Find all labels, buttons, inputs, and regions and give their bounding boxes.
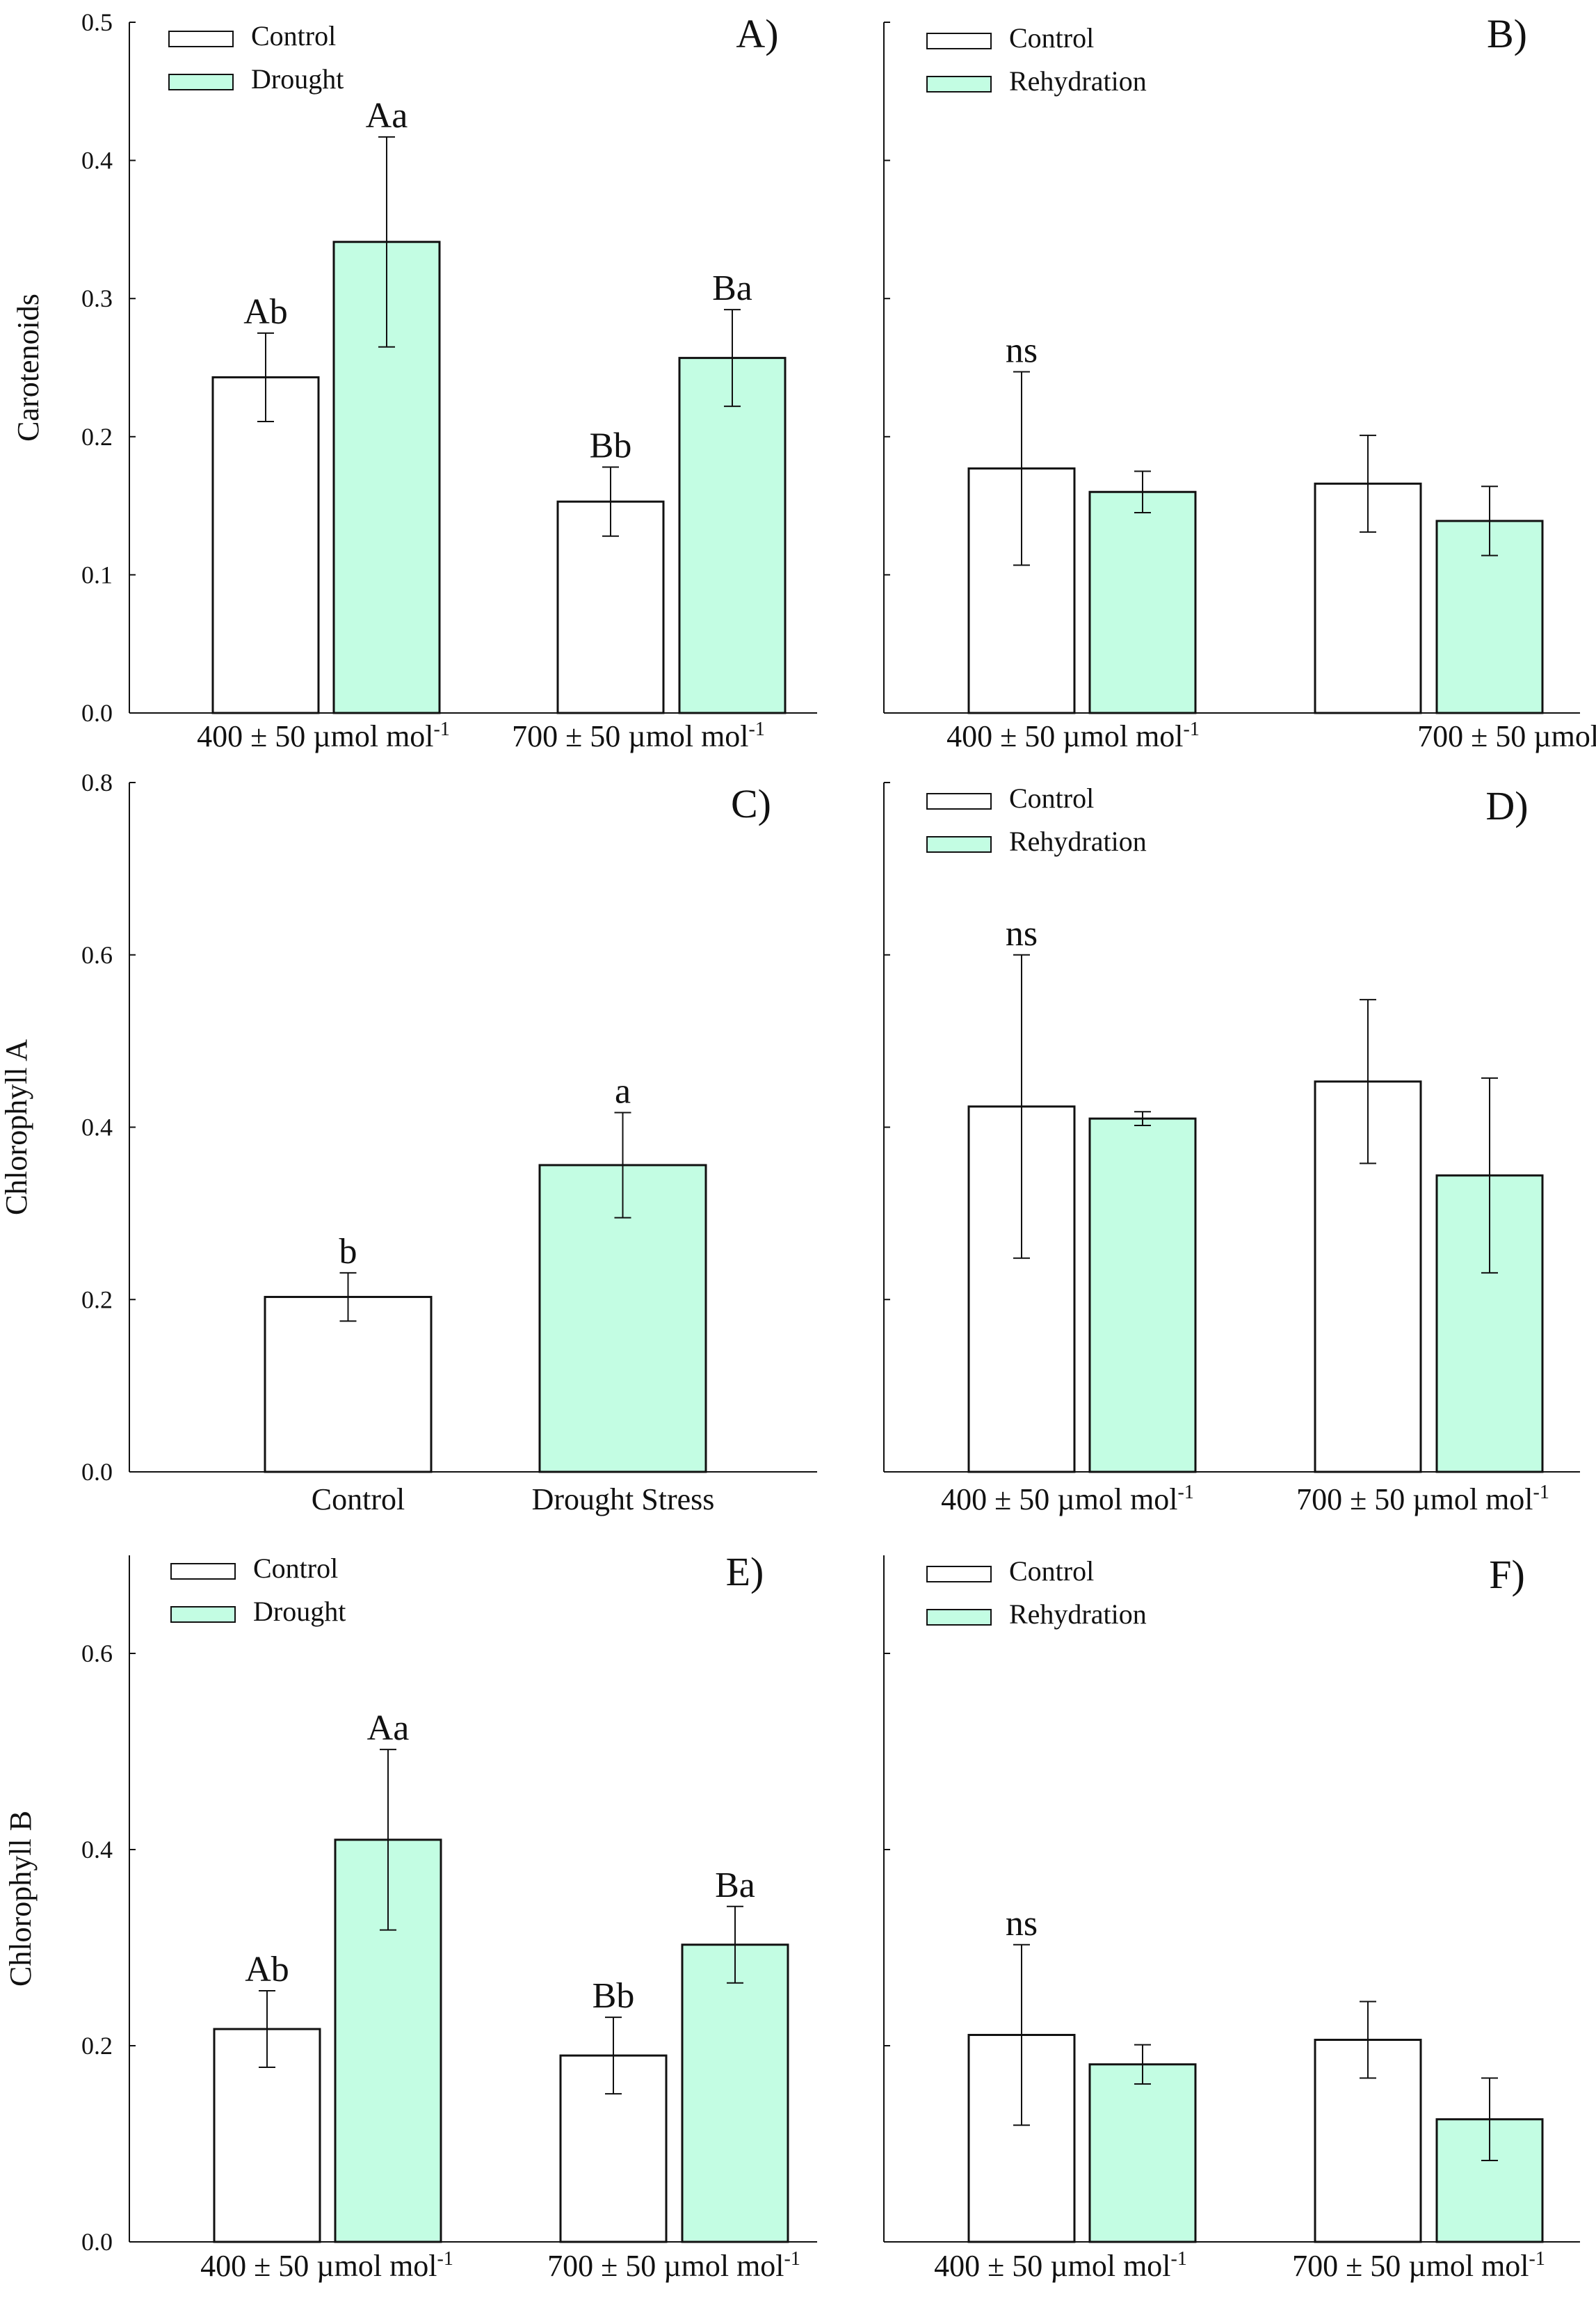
category-label-c: Control bbox=[312, 1482, 405, 1516]
significance-label-e: Aa bbox=[367, 1708, 410, 1748]
legend-swatch-e bbox=[170, 1606, 236, 1623]
y-axis-title-c: Chlorophyll A bbox=[0, 1039, 33, 1215]
legend-label-a: Drought bbox=[251, 63, 344, 95]
legend-label-e: Drought bbox=[253, 1596, 346, 1627]
significance-label-a: Ab bbox=[243, 292, 288, 332]
significance-label-a: Ba bbox=[712, 268, 752, 308]
panel-c: 0.0 0.2 0.4 0.6 0.8 Chlorophyll A C) b a Control D… bbox=[0, 769, 817, 1516]
panel-label-c: C) bbox=[731, 781, 771, 826]
y-tick-label-e: 0.0 bbox=[81, 2228, 113, 2256]
legend-label-f: Rehydration bbox=[1009, 1598, 1147, 1630]
category-label-e: 400 ± 50 µmol mol-1 bbox=[200, 2248, 453, 2283]
panel-b: B) ns 400 ± 50 µmol mol-1 700 ± 50 µmol mol… bbox=[883, 11, 1596, 753]
y-axis-title-e: Chlorophyll B bbox=[3, 1811, 38, 1987]
legend-swatch-f bbox=[926, 1566, 992, 1582]
y-tick-label-c: 0.2 bbox=[81, 1285, 113, 1313]
panel-label-a: A) bbox=[736, 11, 778, 56]
significance-label-a: Aa bbox=[366, 96, 408, 136]
panel-label-f: F) bbox=[1489, 1552, 1525, 1597]
y-tick-label-e: 0.2 bbox=[81, 2032, 113, 2060]
panel-label-d: D) bbox=[1485, 783, 1528, 828]
significance-label-c: a bbox=[615, 1071, 631, 1111]
category-label-e: 700 ± 50 µmol mol-1 bbox=[547, 2248, 800, 2283]
category-label-b: 400 ± 50 µmol mol-1 bbox=[946, 719, 1200, 753]
category-label-c: Drought Stress bbox=[532, 1482, 715, 1516]
panel-e: 0.0 0.2 0.4 0.6 Chlorophyll B E) Ab Aa Bb Ba 400 ±… bbox=[3, 1549, 817, 2283]
y-tick-label-c: 0.8 bbox=[81, 769, 113, 796]
panel-d: D) ns 400 ± 50 µmol mol-1 700 ± 50 µmol mol… bbox=[883, 782, 1580, 1516]
legend-swatch-a bbox=[168, 31, 234, 47]
legend-swatch-d bbox=[926, 836, 992, 853]
legend-label-b: Control bbox=[1009, 22, 1094, 54]
y-tick-label-c: 0.4 bbox=[81, 1114, 113, 1141]
bar-d bbox=[1088, 1117, 1197, 1473]
category-label-f: 400 ± 50 µmol mol-1 bbox=[934, 2248, 1187, 2283]
legend-label-e: Control bbox=[253, 1553, 338, 1584]
legend-label-d: Rehydration bbox=[1009, 826, 1147, 857]
significance-label-d: ns bbox=[1006, 914, 1038, 954]
bar-e bbox=[681, 1943, 789, 2243]
legend-swatch-a bbox=[168, 74, 234, 90]
y-tick-label-c: 0.6 bbox=[81, 941, 113, 969]
bar-a bbox=[211, 376, 320, 714]
panel-label-e: E) bbox=[726, 1549, 764, 1594]
y-tick-label-a: 0.1 bbox=[81, 561, 113, 588]
y-tick-label-a: 0.0 bbox=[81, 699, 113, 727]
y-tick-label-e: 0.4 bbox=[81, 1836, 113, 1863]
category-label-d: 400 ± 50 µmol mol-1 bbox=[941, 1482, 1194, 1516]
legend-swatch-d bbox=[926, 793, 992, 810]
significance-label-e: Ab bbox=[245, 1950, 289, 1989]
panel-label-b: B) bbox=[1487, 11, 1527, 56]
y-tick-label-c: 0.0 bbox=[81, 1458, 113, 1486]
significance-label-e: Ba bbox=[715, 1866, 755, 1905]
panel-f: F) ns 400 ± 50 µmol mol-1 700 ± 50 µmol mol… bbox=[883, 1552, 1580, 2283]
category-label-b: 700 ± 50 µmol mol-1 bbox=[1417, 719, 1596, 753]
legend-label-b: Rehydration bbox=[1009, 65, 1147, 97]
panel-a: 0.0 0.1 0.2 0.3 0.4 0.5 Carotenoids A) Ab Aa Bb Ba 4… bbox=[11, 8, 817, 753]
significance-label-f: ns bbox=[1006, 1904, 1038, 1943]
legend-swatch-f bbox=[926, 1609, 992, 1626]
y-tick-label-a: 0.4 bbox=[81, 147, 113, 175]
legend-swatch-e bbox=[170, 1563, 236, 1580]
category-label-f: 700 ± 50 µmol mol-1 bbox=[1292, 2248, 1545, 2283]
legend-swatch-b bbox=[926, 33, 992, 49]
bar-b bbox=[1088, 490, 1197, 714]
bar-f bbox=[1088, 2063, 1197, 2243]
category-label-a: 400 ± 50 µmol mol-1 bbox=[197, 719, 450, 753]
legend-label-d: Control bbox=[1009, 783, 1094, 814]
legend-label-a: Control bbox=[251, 20, 336, 51]
significance-label-a: Bb bbox=[590, 426, 632, 465]
bar-c bbox=[264, 1296, 433, 1473]
y-tick-label-e: 0.6 bbox=[81, 1639, 113, 1667]
y-axis-title-a: Carotenoids bbox=[11, 294, 45, 442]
y-tick-label-a: 0.3 bbox=[81, 284, 113, 312]
bar-a bbox=[678, 357, 787, 714]
legend-swatch-b bbox=[926, 76, 992, 93]
significance-label-b: ns bbox=[1006, 330, 1038, 370]
y-tick-label-a: 0.5 bbox=[81, 8, 113, 36]
y-tick-label-a: 0.2 bbox=[81, 423, 113, 451]
significance-label-c: b bbox=[339, 1232, 357, 1272]
category-label-d: 700 ± 50 µmol mol-1 bbox=[1296, 1482, 1549, 1516]
significance-label-e: Bb bbox=[593, 1976, 635, 2016]
legend-label-f: Control bbox=[1009, 1555, 1094, 1587]
category-label-a: 700 ± 50 µmol mol-1 bbox=[512, 719, 765, 753]
